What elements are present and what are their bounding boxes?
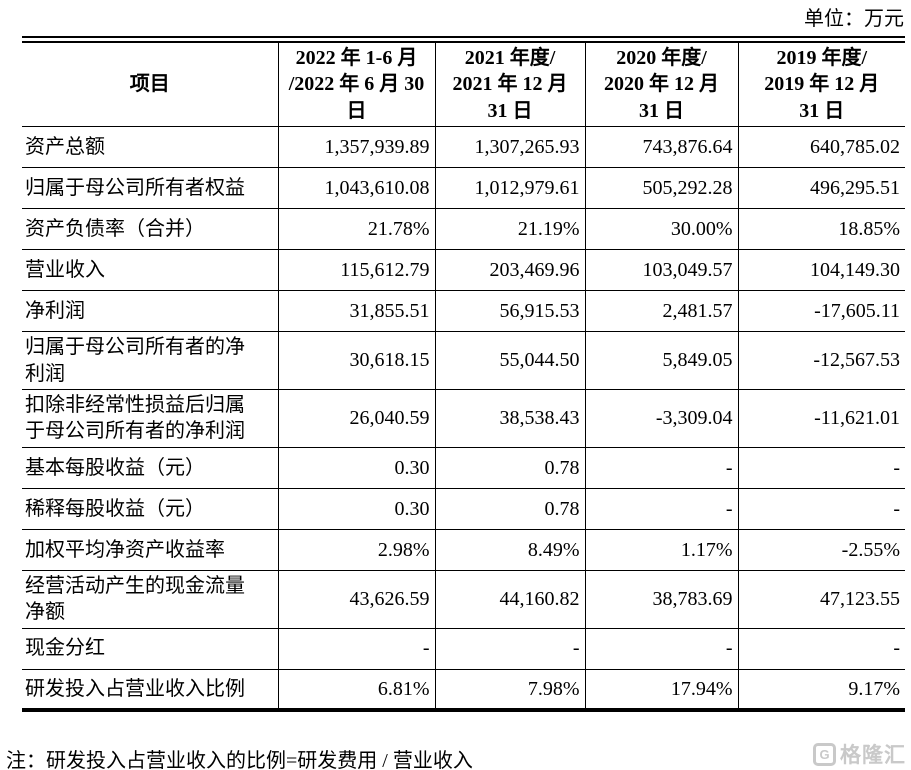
row-label: 研发投入占营业收入比例	[22, 669, 278, 711]
table-row: 稀释每股收益（元） 0.30 0.78 - -	[22, 488, 905, 530]
cell-value: 0.78	[434, 447, 585, 489]
column-header-period-2021: 2021 年度/ 2021 年 12 月 31 日	[434, 39, 585, 128]
table-row: 加权平均净资产收益率 2.98% 8.49% 1.17% -2.55%	[22, 529, 905, 571]
cell-value: 44,160.82	[434, 570, 585, 629]
cell-value: -	[737, 447, 905, 489]
cell-value: 7.98%	[434, 669, 585, 711]
cell-value: -2.55%	[737, 529, 905, 571]
cell-value: 30,618.15	[277, 331, 435, 390]
table-row: 基本每股收益（元） 0.30 0.78 - -	[22, 447, 905, 489]
footnote: 注：研发投入占营业收入的比例=研发费用 / 营业收入	[6, 750, 473, 770]
cell-value: 17.94%	[584, 669, 738, 711]
financial-table: 项目 2022 年 1-6 月 /2022 年 6 月 30 日 2021 年度…	[22, 36, 905, 713]
row-label: 加权平均净资产收益率	[22, 529, 278, 571]
cell-value: 56,915.53	[434, 290, 585, 333]
gelonghui-brand-text: 格隆汇	[840, 744, 906, 767]
cell-value: 1,307,265.93	[434, 126, 585, 169]
row-label: 归属于母公司所有者权益	[22, 167, 278, 210]
cell-value: 18.85%	[737, 208, 905, 251]
cell-value: 9.17%	[737, 669, 905, 711]
cell-value: 496,295.51	[737, 167, 905, 210]
cell-value: 5,849.05	[584, 331, 738, 390]
cell-value: -	[584, 447, 738, 489]
table-row: 归属于母公司所有者的净 利润 30,618.15 55,044.50 5,849…	[22, 331, 905, 390]
row-label: 资产负债率（合并）	[22, 208, 278, 251]
table-row: 现金分红 - - - -	[22, 628, 905, 670]
cell-value: 43,626.59	[277, 570, 435, 629]
cell-value: 1.17%	[584, 529, 738, 571]
row-label: 现金分红	[22, 628, 278, 670]
cell-value: -	[584, 628, 738, 670]
cell-value: 203,469.96	[434, 249, 585, 292]
row-label: 稀释每股收益（元）	[22, 488, 278, 530]
cell-value: 0.30	[277, 447, 435, 489]
cell-value: 1,012,979.61	[434, 167, 585, 210]
table-row: 净利润 31,855.51 56,915.53 2,481.57 -17,605…	[22, 290, 905, 333]
cell-value: 55,044.50	[434, 331, 585, 390]
cell-value: 1,357,939.89	[277, 126, 435, 169]
cell-value: 743,876.64	[584, 126, 738, 169]
table-row: 研发投入占营业收入比例 6.81% 7.98% 17.94% 9.17%	[22, 669, 905, 711]
row-label: 基本每股收益（元）	[22, 447, 278, 489]
table-row: 资产负债率（合并） 21.78% 21.19% 30.00% 18.85%	[22, 208, 905, 251]
cell-value: 0.78	[434, 488, 585, 530]
cell-value: 103,049.57	[584, 249, 738, 292]
header-row: 项目 2022 年 1-6 月 /2022 年 6 月 30 日 2021 年度…	[22, 39, 905, 128]
unit-label: 单位：万元	[804, 8, 904, 30]
cell-value: 21.19%	[434, 208, 585, 251]
cell-value: 505,292.28	[584, 167, 738, 210]
column-header-period-2020: 2020 年度/ 2020 年 12 月 31 日	[584, 39, 738, 128]
cell-value: 640,785.02	[737, 126, 905, 169]
cell-value: -12,567.53	[737, 331, 905, 390]
cell-value: -	[737, 488, 905, 530]
column-header-item: 项目	[22, 39, 278, 128]
cell-value: 26,040.59	[277, 389, 435, 448]
table-row: 扣除非经常性损益后归属 于母公司所有者的净利润 26,040.59 38,538…	[22, 389, 905, 448]
cell-value: 0.30	[277, 488, 435, 530]
cell-value: 38,783.69	[584, 570, 738, 629]
row-label: 扣除非经常性损益后归属 于母公司所有者的净利润	[22, 389, 278, 448]
table-row: 归属于母公司所有者权益 1,043,610.08 1,012,979.61 50…	[22, 167, 905, 210]
cell-value: 115,612.79	[277, 249, 435, 292]
cell-value: 31,855.51	[277, 290, 435, 333]
gelonghui-logo-icon: G	[813, 742, 836, 766]
cell-value: -	[277, 628, 435, 670]
table-row: 经营活动产生的现金流量 净额 43,626.59 44,160.82 38,78…	[22, 570, 905, 629]
cell-value: 2,481.57	[584, 290, 738, 333]
row-label: 净利润	[22, 290, 278, 333]
cell-value: 2.98%	[277, 529, 435, 571]
cell-value: 1,043,610.08	[277, 167, 435, 210]
cell-value: -11,621.01	[737, 389, 905, 448]
cell-value: 38,538.43	[434, 389, 585, 448]
row-label: 营业收入	[22, 249, 278, 292]
cell-value: 30.00%	[584, 208, 738, 251]
table-row: 资产总额 1,357,939.89 1,307,265.93 743,876.6…	[22, 126, 905, 169]
table-header: 项目 2022 年 1-6 月 /2022 年 6 月 30 日 2021 年度…	[22, 39, 905, 128]
cell-value: 8.49%	[434, 529, 585, 571]
cell-value: 21.78%	[277, 208, 435, 251]
cell-value: -	[737, 628, 905, 670]
column-header-period-2022: 2022 年 1-6 月 /2022 年 6 月 30 日	[277, 39, 435, 128]
row-label: 归属于母公司所有者的净 利润	[22, 331, 278, 390]
cell-value: -	[434, 628, 585, 670]
table-body: 资产总额 1,357,939.89 1,307,265.93 743,876.6…	[22, 126, 905, 711]
table-row: 营业收入 115,612.79 203,469.96 103,049.57 10…	[22, 249, 905, 292]
cell-value: -3,309.04	[584, 389, 738, 448]
cell-value: 47,123.55	[737, 570, 905, 629]
cell-value: -17,605.11	[737, 290, 905, 333]
column-header-period-2019: 2019 年度/ 2019 年 12 月 31 日	[737, 39, 905, 128]
cell-value: -	[584, 488, 738, 530]
gelonghui-watermark: G 格隆汇	[813, 739, 906, 769]
cell-value: 104,149.30	[737, 249, 905, 292]
row-label: 经营活动产生的现金流量 净额	[22, 570, 278, 629]
cell-value: 6.81%	[277, 669, 435, 711]
row-label: 资产总额	[22, 126, 278, 169]
